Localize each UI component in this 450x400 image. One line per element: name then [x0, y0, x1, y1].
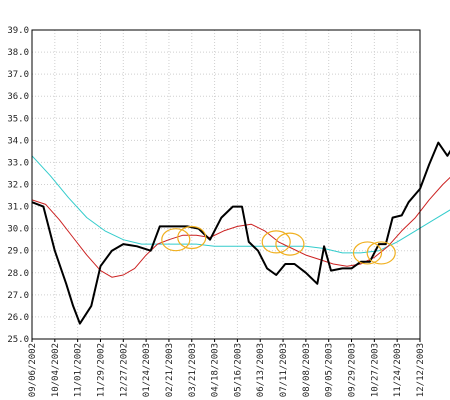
series-lines: [31, 141, 450, 325]
grid: [31, 29, 421, 340]
x-tick-label: 04/18/2003: [211, 343, 221, 397]
y-tick-label: 36.0: [7, 92, 29, 102]
x-tick-label: 11/24/2003: [393, 343, 403, 397]
x-tick-label: 02/21/2003: [165, 343, 175, 397]
long-average-line: [31, 155, 450, 254]
x-tick-label: 05/16/2003: [233, 343, 243, 397]
x-tick-label: 12/12/2003: [416, 343, 426, 397]
x-tick-label: 09/06/2002: [28, 343, 38, 397]
x-tick-label: 01/24/2003: [142, 343, 152, 397]
y-tick-label: 39.0: [7, 26, 29, 36]
y-tick-label: 29.0: [7, 247, 29, 257]
y-tick-label: 37.0: [7, 70, 29, 80]
x-axis-ticks: 09/06/2002 10/04/2002 11/01/2002 11/29/2002…: [28, 339, 426, 397]
crossover-marker: [366, 241, 396, 265]
price-line: [31, 141, 450, 325]
crossover-marker: [177, 225, 207, 250]
x-tick-label: 08/08/2003: [302, 343, 312, 397]
x-tick-label: 11/01/2002: [74, 343, 84, 397]
crossover-marker: [161, 228, 191, 252]
x-tick-label: 11/29/2002: [96, 343, 106, 397]
short-average-line: [31, 176, 450, 278]
y-tick-label: 34.0: [7, 136, 29, 146]
crossover-marker: [261, 230, 291, 254]
y-tick-label: 33.0: [7, 158, 29, 168]
x-tick-label: 12/27/2002: [119, 343, 129, 397]
x-tick-label: 09/05/2003: [325, 343, 335, 397]
y-tick-label: 27.0: [7, 291, 29, 301]
y-tick-label: 26.0: [7, 313, 29, 323]
crossover-markers: [161, 225, 396, 265]
y-tick-label: 28.0: [7, 269, 29, 279]
x-tick-label: 07/11/2003: [279, 343, 289, 397]
y-tick-label: 32.0: [7, 181, 29, 191]
x-tick-label: 10/27/2003: [370, 343, 380, 397]
x-tick-label: 06/13/2003: [256, 343, 266, 397]
crossover-marker: [275, 232, 305, 256]
y-axis-ticks: 25.0 26.0 27.0 28.0 29.0 30.0 31.0 32.0 33.0 34.0…: [7, 26, 29, 345]
y-tick-label: 25.0: [7, 335, 29, 345]
y-tick-label: 35.0: [7, 114, 29, 124]
y-tick-label: 31.0: [7, 203, 29, 213]
x-tick-label: 03/21/2003: [188, 343, 198, 397]
plot-frame: [31, 29, 421, 340]
y-tick-label: 30.0: [7, 225, 29, 235]
crossover-marker: [352, 241, 383, 265]
x-tick-label: 10/04/2002: [51, 343, 61, 397]
x-tick-label: 09/29/2003: [348, 343, 358, 397]
y-tick-label: 38.0: [7, 48, 29, 58]
